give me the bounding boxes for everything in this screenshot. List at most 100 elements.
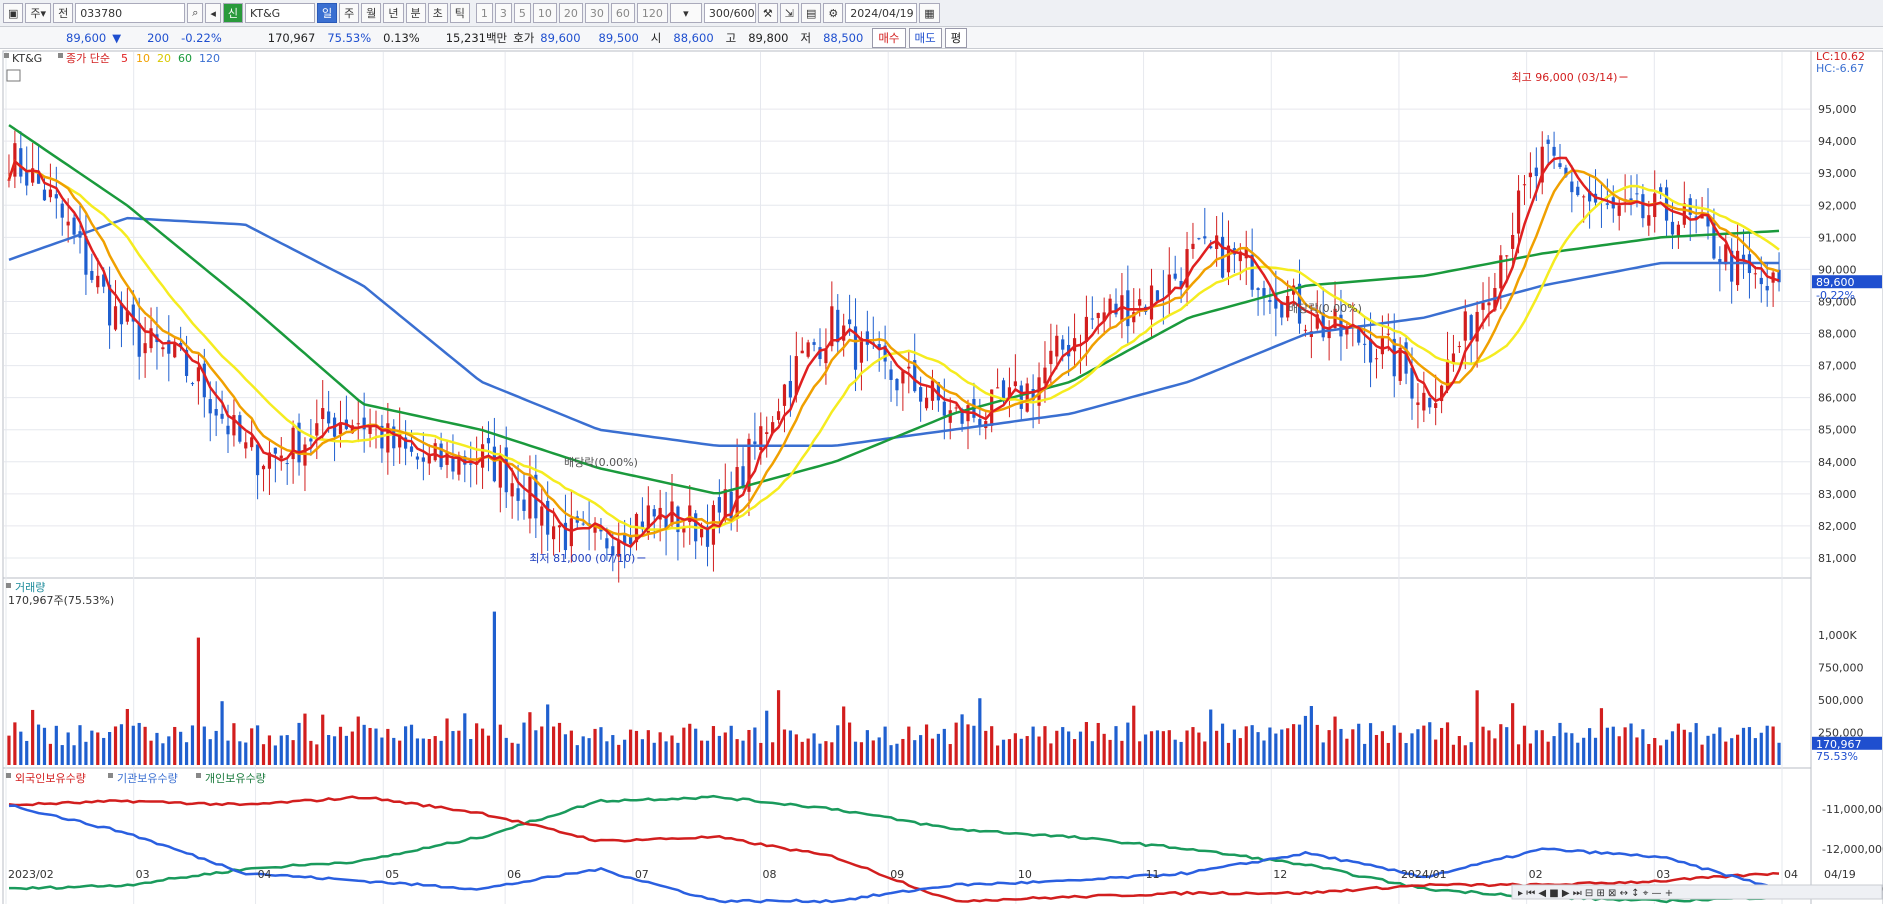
volume-bar <box>155 732 159 765</box>
candle-body <box>765 432 769 435</box>
volume-bar <box>1386 742 1390 765</box>
volume-bar <box>226 740 230 765</box>
volume-bar <box>628 729 633 765</box>
candle-body <box>273 447 277 454</box>
candle-body <box>948 410 952 423</box>
volume-bar <box>1670 731 1675 765</box>
volume-bar <box>1096 722 1100 765</box>
candle-body <box>960 409 964 424</box>
volume-bar <box>1061 727 1065 765</box>
menu-icon[interactable]: ▣ <box>3 3 24 23</box>
candle-body <box>1428 397 1432 408</box>
settings-icon[interactable]: ⚙ <box>823 3 844 23</box>
sell-button[interactable]: 매도 <box>908 27 942 48</box>
type-select[interactable]: 전 <box>53 3 74 23</box>
volume-bar <box>1576 742 1580 765</box>
volume-bar <box>25 740 29 765</box>
candle-body <box>131 304 135 322</box>
stock-tag: KT&G <box>12 52 42 65</box>
volume-bar <box>546 704 550 765</box>
volume-bar <box>1422 725 1426 765</box>
dividend-label-1: 배당락(0.00%) <box>564 456 638 469</box>
volume-bar <box>984 730 988 765</box>
avg-button[interactable]: 평 <box>944 27 968 48</box>
volume-bar <box>1167 730 1171 765</box>
sound-icon[interactable]: ◂ <box>205 3 221 23</box>
calendar-icon[interactable]: ▦ <box>919 3 940 23</box>
minute-button-1[interactable]: 3 <box>494 3 512 23</box>
ratio-icon[interactable]: ⇲ <box>779 3 799 23</box>
minute-button-3[interactable]: 10 <box>532 3 557 23</box>
volume-bar <box>1220 723 1225 765</box>
volume-bar <box>1730 738 1734 765</box>
volume-bar <box>552 726 556 765</box>
minute-button-0[interactable]: 1 <box>475 3 493 23</box>
candle-body <box>747 438 751 492</box>
candle-body <box>285 463 289 465</box>
candle-body <box>480 444 485 468</box>
scroll-controls[interactable]: ▸ ⏮ ◀ ■ ▶ ⏭ ⊟ ⊞ ⊠ ↔ ↕ ⌖ — + <box>1511 884 1883 900</box>
volume-bar <box>303 713 307 765</box>
holdings-marks <box>8 794 1780 904</box>
low-price: 88,500 <box>823 30 864 45</box>
candle-body <box>161 347 165 350</box>
minute-button-4[interactable]: 20 <box>558 3 583 23</box>
volume-bar <box>1351 729 1355 765</box>
period-button-2[interactable]: 월 <box>361 3 382 23</box>
volume-bar <box>907 726 911 765</box>
candle-body <box>1463 311 1467 341</box>
period-button-6[interactable]: 틱 <box>449 3 470 23</box>
minute-button-2[interactable]: 5 <box>513 3 531 23</box>
candle-body <box>1505 255 1509 257</box>
search-icon[interactable]: ⌕ <box>187 3 204 23</box>
volume-bar <box>575 745 579 765</box>
volume-bar <box>463 713 467 765</box>
candle-body <box>1280 302 1284 318</box>
candle-body <box>930 380 935 401</box>
minute-dropdown[interactable]: ▾ <box>669 3 702 23</box>
period-button-0[interactable]: 일 <box>317 3 338 23</box>
volume-bar <box>1445 722 1450 765</box>
volume-bar <box>1534 730 1538 765</box>
volume-bar <box>1108 739 1112 765</box>
minute-button-5[interactable]: 30 <box>584 3 609 23</box>
x-tick-label: 08 <box>763 868 777 881</box>
save-icon[interactable]: ▤ <box>800 3 822 23</box>
buy-button[interactable]: 매수 <box>872 27 906 48</box>
tools-icon[interactable]: ⚒ <box>757 3 778 23</box>
period-button-3[interactable]: 년 <box>383 3 404 23</box>
candle-body <box>1244 247 1248 259</box>
volume-bar <box>386 728 390 765</box>
candle-body <box>936 382 940 401</box>
stock-code-input[interactable]: 033780 <box>75 3 186 23</box>
date-input[interactable]: 2024/04/19 <box>845 3 918 23</box>
low-annotation-text: 최저 81,000 (07/10) <box>529 552 635 565</box>
volume-bar <box>990 726 994 765</box>
volume-bar <box>1114 726 1118 765</box>
stock-chart[interactable]: 95,000 94,000 93,000 92,000 91,000 90,000 89,0… <box>0 49 1883 904</box>
volume-bar <box>445 718 449 765</box>
volume-bar <box>913 740 917 765</box>
panel-toggle-icon[interactable] <box>6 69 21 82</box>
volume-bar <box>1588 728 1592 765</box>
stock-name-field[interactable]: KT&G <box>245 3 316 23</box>
minute-button-6[interactable]: 60 <box>610 3 635 23</box>
candle-body <box>1451 353 1456 364</box>
candle-body <box>700 525 704 538</box>
volume-bar <box>1363 743 1367 765</box>
period-button-4[interactable]: 분 <box>405 3 426 23</box>
candle-body <box>1522 184 1527 186</box>
period-button-1[interactable]: 주 <box>339 3 360 23</box>
count-display[interactable]: 300/600 <box>703 3 756 23</box>
volume-bar <box>1007 739 1012 765</box>
period-button-5[interactable]: 초 <box>427 3 448 23</box>
volume-bar <box>587 738 591 765</box>
candle-body <box>623 533 627 545</box>
volume-bar <box>688 723 692 765</box>
candle-body <box>919 387 923 402</box>
minute-button-7[interactable]: 120 <box>636 3 668 23</box>
candle-body <box>794 356 798 395</box>
volume-bar <box>664 741 668 765</box>
market-select[interactable]: 주 ▾ <box>25 3 52 23</box>
candle-body <box>1564 167 1568 177</box>
